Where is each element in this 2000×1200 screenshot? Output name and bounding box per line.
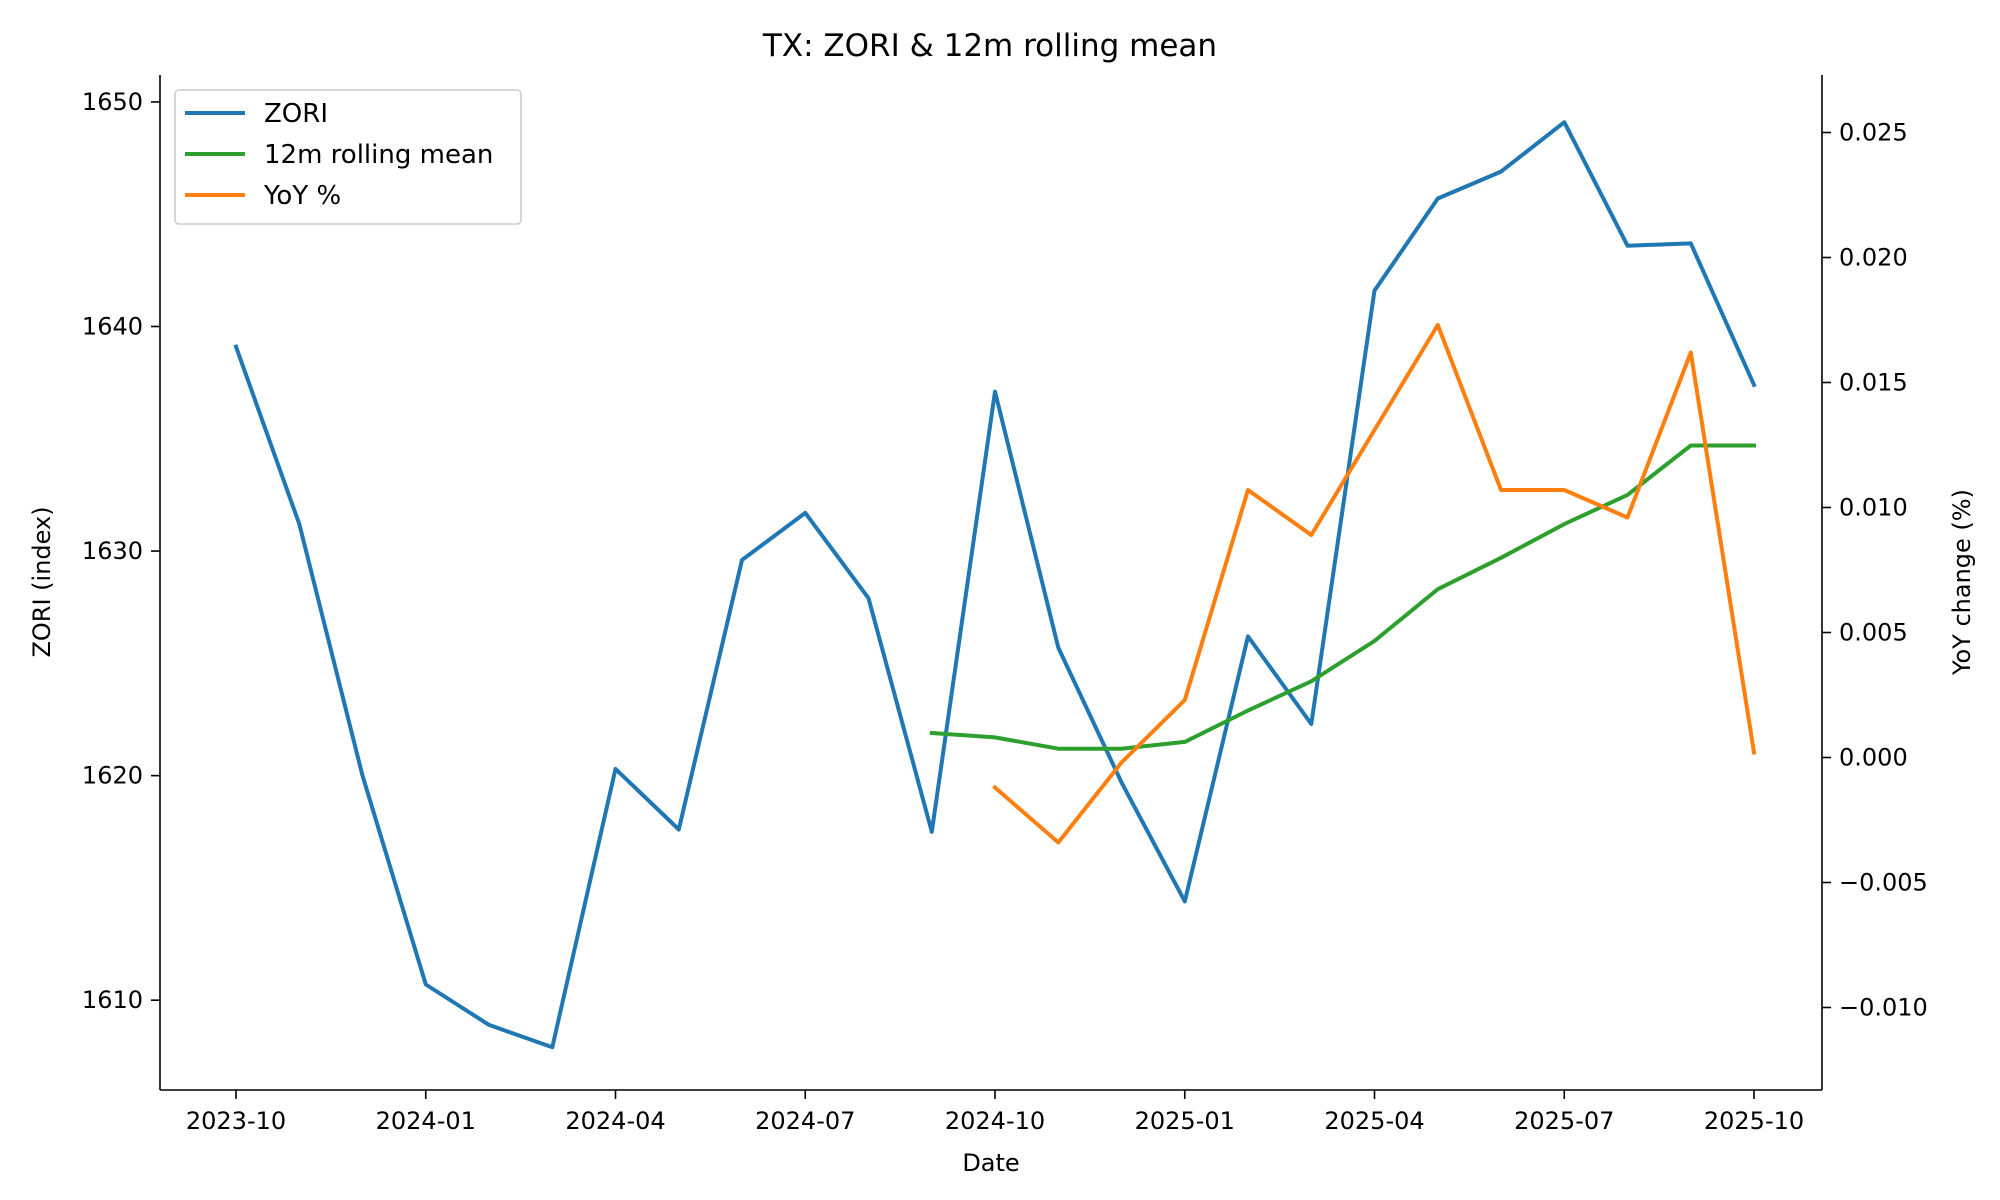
x-tick-label: 2025-01 <box>1135 1107 1235 1135</box>
y2-tick-label: 0.020 <box>1839 244 1908 272</box>
y-tick-label: 1650 <box>82 88 143 116</box>
series-line-yoy <box>992 323 1757 845</box>
legend-label-12m-rolling-mean: 12m rolling mean <box>264 140 493 170</box>
y-axis-label: ZORI (index) <box>28 506 56 657</box>
x-tick-label: 2025-04 <box>1324 1107 1424 1135</box>
y-tick-label: 1610 <box>82 986 143 1014</box>
plot-lines <box>233 120 1757 1050</box>
y2-tick-label: 0.000 <box>1839 744 1908 772</box>
legend-label-yoy: YoY % <box>263 181 341 211</box>
x-tick-label: 2024-10 <box>945 1107 1045 1135</box>
x-axis-ticks: 2023-10 2024-01 2024-04 2024-07 2024-10 2025-… <box>186 1090 1804 1135</box>
y-tick-label: 1640 <box>82 313 143 341</box>
y-tick-label: 1630 <box>82 537 143 565</box>
y2-axis-ticks: −0.010 −0.005 0.000 0.005 0.010 0.015 0.020 0.0… <box>1822 119 1928 1022</box>
chart-title: TX: ZORI & 12m rolling mean <box>762 28 1217 64</box>
series-line-zori <box>233 120 1757 1050</box>
y-axis-ticks: 1610 1620 1630 1640 1650 <box>82 88 160 1014</box>
y2-tick-label: 0.015 <box>1839 369 1908 397</box>
legend-frame <box>174 89 522 225</box>
x-tick-label: 2024-07 <box>755 1107 855 1135</box>
y2-tick-label: 0.010 <box>1839 494 1908 522</box>
series-line-12m-rolling-mean <box>929 443 1756 751</box>
x-tick-label: 2024-01 <box>376 1107 476 1135</box>
y2-tick-label: 0.025 <box>1839 119 1908 147</box>
legend: ZORI 12m rolling mean YoY % <box>174 89 522 225</box>
x-axis-label: Date <box>962 1149 1019 1177</box>
x-tick-label: 2025-10 <box>1704 1107 1804 1135</box>
x-tick-label: 2024-04 <box>565 1107 665 1135</box>
y-tick-label: 1620 <box>82 762 143 790</box>
x-tick-label: 2025-07 <box>1514 1107 1614 1135</box>
legend-label-zori: ZORI <box>264 99 328 129</box>
x-tick-label: 2023-10 <box>186 1107 286 1135</box>
y2-tick-label: −0.010 <box>1839 994 1928 1022</box>
axes <box>159 75 1823 1091</box>
y2-tick-label: −0.005 <box>1839 869 1928 897</box>
y2-tick-label: 0.005 <box>1839 619 1908 647</box>
y2-axis-label: YoY change (%) <box>1948 489 1976 676</box>
